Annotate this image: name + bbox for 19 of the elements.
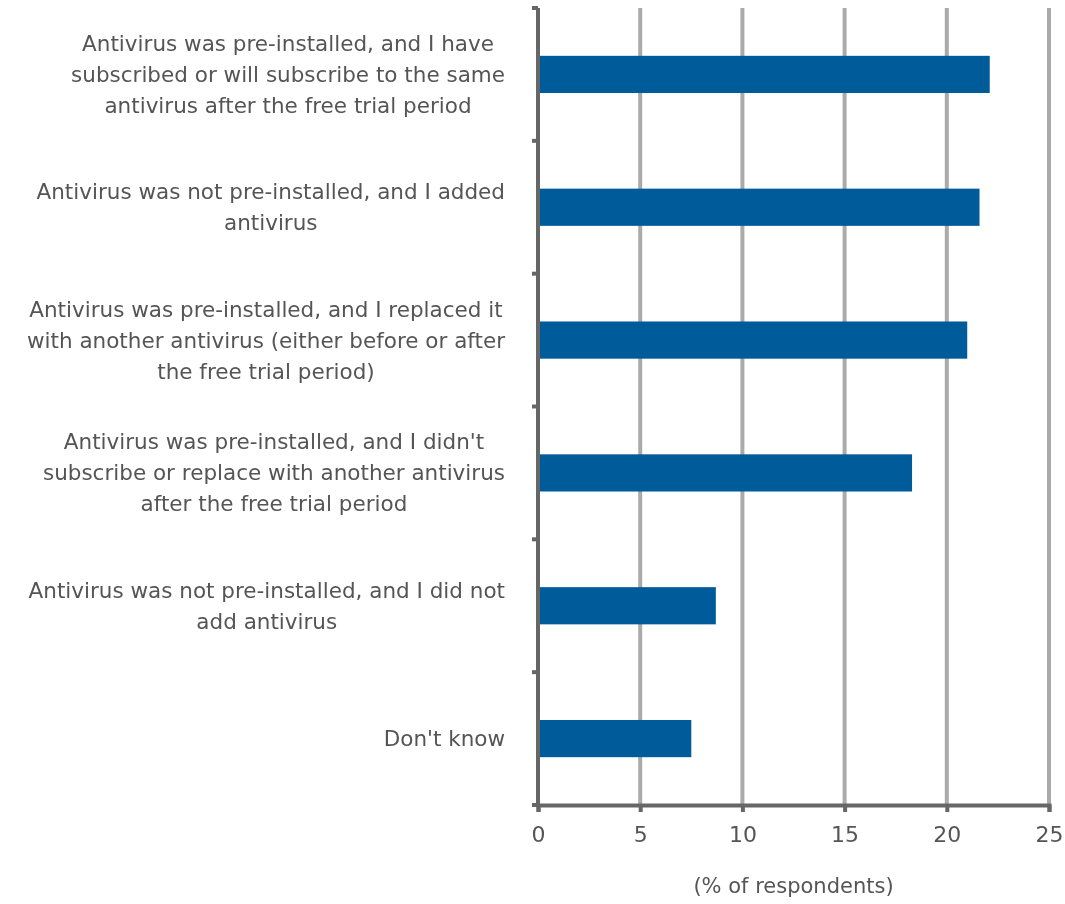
bar	[538, 188, 980, 226]
y-tick-label: Antivirus was not pre-installed, and I added antivirus	[36, 179, 505, 236]
y-tick-label: Antivirus was pre-installed, and I replaced it with another antivirus (either before or after the free trial period)	[26, 296, 506, 384]
x-tick-label: 25	[1035, 821, 1064, 847]
x-tick-label: 10	[728, 821, 757, 847]
x-tick-label: 20	[933, 821, 962, 847]
y-tick-label: Antivirus was not pre-installed, and I did not add antivirus	[28, 577, 505, 634]
y-tick-label: Antivirus was pre-installed, and I have subscribed or will subscribe to the same antivirus after the free trial period	[71, 30, 505, 118]
x-tick-label: 5	[633, 821, 648, 847]
y-tick-label: Antivirus was pre-installed, and I didn't subscribe or replace with another antivirus after the free trial period	[42, 429, 505, 517]
bar	[538, 55, 990, 94]
bar	[538, 454, 913, 492]
x-tick-label: 0	[531, 821, 546, 847]
x-axis-title: (% of respondents)	[693, 874, 894, 898]
bar	[538, 719, 692, 758]
bar	[538, 587, 716, 625]
x-tick-label: 15	[831, 821, 860, 847]
y-tick-label: Don't know	[383, 726, 505, 752]
bar	[538, 321, 968, 359]
